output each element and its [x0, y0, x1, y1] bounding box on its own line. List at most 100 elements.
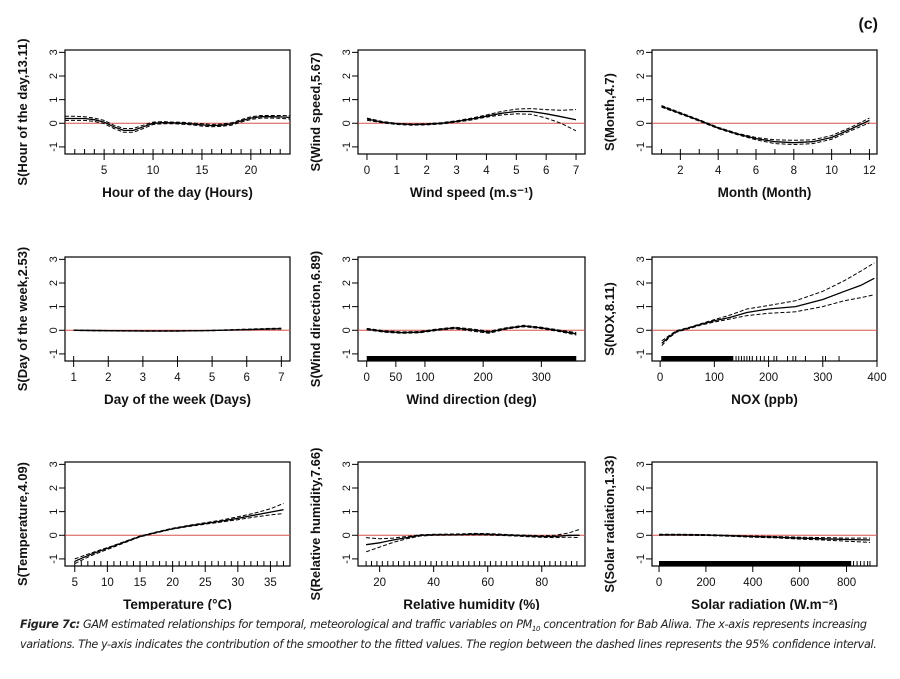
x-tick-label: 2 — [423, 165, 429, 177]
x-tick-label: 0 — [657, 372, 663, 384]
smooth-fit-line — [661, 105, 870, 144]
x-axis-label: Solar radiation (W.m⁻²) — [691, 597, 838, 610]
x-tick-label: 4 — [483, 165, 490, 177]
subplot-9: -1 0 1 2 3 0 200 400 600 800 Solar radiation (W.m⁻… — [602, 455, 878, 610]
x-tick-label: 6 — [244, 372, 250, 384]
y-tick-label: 2 — [341, 73, 353, 79]
rug — [366, 356, 577, 361]
lower-ci-line — [661, 106, 870, 146]
y-tick-label: 3 — [635, 49, 647, 55]
y-axis-label: S(Hour of the day,13.11) — [15, 38, 30, 185]
subplot-2: -1 0 1 2 3 0 1 2 3 4 5 6 7 Wind speed (m.s⁻¹) S(Wind s… — [308, 49, 586, 200]
y-axis-label: S(Wind speed,5.67) — [308, 52, 323, 171]
rug-band — [659, 561, 852, 566]
y-axis-label: S(Relative humidity,7.66) — [308, 448, 323, 601]
y-tick-label: 2 — [48, 73, 60, 79]
y-tick-label: 2 — [635, 485, 647, 491]
panel-tag: (c) — [858, 16, 878, 33]
smooth-fit-line — [659, 534, 871, 541]
y-tick-label: 1 — [635, 509, 647, 515]
x-tick-label: 2 — [105, 372, 111, 384]
y-tick-label: 0 — [635, 532, 647, 538]
y-tick-label: 0 — [48, 327, 60, 333]
y-tick-label: 1 — [341, 97, 353, 103]
x-tick-label: 200 — [474, 372, 493, 384]
y-tick-label: 0 — [341, 327, 353, 333]
smooth-fit-line — [661, 277, 875, 344]
x-tick-label: 30 — [231, 577, 244, 589]
x-tick-label: 7 — [278, 372, 284, 384]
y-tick-label: -1 — [48, 349, 60, 359]
y-tick-label: 0 — [48, 120, 60, 126]
x-tick-label: 1 — [70, 372, 76, 384]
lower-ci-line — [74, 513, 284, 565]
y-tick-label: 2 — [341, 280, 353, 286]
y-tick-label: -1 — [635, 349, 647, 359]
y-tick-label: 3 — [48, 49, 60, 55]
y-tick-label: 1 — [341, 509, 353, 515]
y-tick-label: 3 — [341, 49, 353, 55]
x-tick-label: 0 — [364, 372, 370, 384]
plot-frame — [357, 256, 586, 362]
smooth-fit-line — [74, 509, 284, 562]
lower-ci-line — [366, 113, 577, 132]
rug-band — [366, 356, 577, 361]
x-tick-label: 2 — [677, 165, 683, 177]
smooth-fit-line — [366, 533, 580, 546]
x-tick-label: 5 — [72, 577, 78, 589]
x-tick-label: 5 — [513, 165, 519, 177]
rug — [365, 561, 578, 566]
lower-ci-line — [661, 294, 875, 346]
y-tick-label: 3 — [635, 256, 647, 262]
x-axis-label: Hour of the day (Hours) — [102, 185, 253, 200]
subplot-4: -1 0 1 2 3 1 2 3 4 5 6 7 Day of the week (Days) S(Day… — [15, 247, 291, 407]
smooth-fit-line — [366, 325, 577, 335]
smooth-fit-line — [73, 327, 282, 332]
rug — [64, 149, 291, 154]
x-tick-label: 8 — [791, 165, 797, 177]
smooth-fit-line — [366, 110, 577, 126]
lower-ci-line — [65, 117, 291, 133]
upper-ci-line — [661, 105, 870, 141]
x-axis-label: Wind direction (deg) — [406, 392, 536, 407]
x-tick-label: 5 — [101, 165, 107, 177]
x-tick-label: 20 — [373, 577, 386, 589]
x-axis-label: Temperature (°C) — [123, 597, 232, 610]
plot-frame — [651, 49, 878, 155]
y-axis-label: S(Day of the week,2.53) — [15, 247, 30, 392]
y-tick-label: 0 — [341, 532, 353, 538]
x-axis-label: Month (Month) — [718, 185, 812, 200]
x-tick-label: 6 — [753, 165, 759, 177]
x-tick-label: 100 — [415, 372, 434, 384]
y-axis-label: S(Temperature,4.09) — [15, 462, 30, 586]
y-tick-label: 1 — [48, 509, 60, 515]
plot-frame — [64, 49, 291, 155]
rug — [660, 149, 870, 154]
x-axis-label: NOX (ppb) — [731, 392, 798, 407]
x-tick-label: 400 — [743, 577, 762, 589]
x-tick-label: 5 — [209, 372, 215, 384]
x-tick-label: 4 — [174, 372, 181, 384]
x-tick-label: 10 — [101, 577, 114, 589]
x-axis-label: Day of the week (Days) — [104, 392, 251, 407]
upper-ci-line — [65, 115, 291, 129]
x-tick-label: 15 — [196, 165, 209, 177]
upper-ci-line — [661, 262, 875, 342]
x-tick-label: 800 — [837, 577, 856, 589]
x-tick-label: 3 — [453, 165, 459, 177]
y-tick-label: -1 — [341, 142, 353, 152]
lower-ci-line — [659, 534, 871, 543]
y-tick-label: 1 — [341, 304, 353, 310]
x-tick-label: 300 — [532, 372, 551, 384]
y-tick-label: 0 — [635, 120, 647, 126]
y-tick-label: 2 — [341, 485, 353, 491]
x-tick-label: 200 — [759, 372, 778, 384]
subplot-5: -1 0 1 2 3 0 50 100 200 300 Wind direction (deg) S(… — [308, 251, 586, 407]
x-tick-label: 12 — [863, 165, 876, 177]
y-tick-label: 3 — [635, 461, 647, 467]
y-tick-label: -1 — [635, 142, 647, 152]
y-axis-label: S(NOX,8.11) — [602, 282, 617, 356]
x-tick-label: 200 — [696, 577, 715, 589]
